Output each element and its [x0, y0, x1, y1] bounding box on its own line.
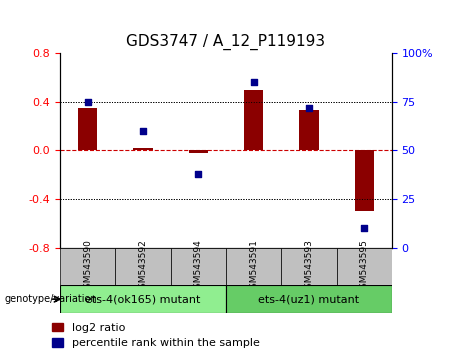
Bar [189, 150, 208, 153]
Bar [133, 148, 153, 150]
Text: GSM543594: GSM543594 [194, 239, 203, 294]
FancyBboxPatch shape [115, 248, 171, 285]
Text: GSM543593: GSM543593 [304, 239, 313, 294]
Bar [78, 108, 97, 150]
Point [139, 128, 147, 134]
Text: ets-4(ok165) mutant: ets-4(ok165) mutant [85, 294, 201, 304]
FancyBboxPatch shape [337, 248, 392, 285]
Title: GDS3747 / A_12_P119193: GDS3747 / A_12_P119193 [126, 34, 325, 50]
Legend: log2 ratio, percentile rank within the sample: log2 ratio, percentile rank within the s… [52, 322, 260, 348]
Text: ets-4(uz1) mutant: ets-4(uz1) mutant [258, 294, 360, 304]
Text: GSM543595: GSM543595 [360, 239, 369, 294]
FancyBboxPatch shape [226, 248, 281, 285]
FancyBboxPatch shape [60, 285, 226, 313]
Text: GSM543592: GSM543592 [138, 239, 148, 294]
Point [195, 171, 202, 177]
Text: genotype/variation: genotype/variation [5, 294, 97, 304]
Bar [244, 90, 263, 150]
Point [250, 79, 257, 85]
FancyBboxPatch shape [281, 248, 337, 285]
FancyBboxPatch shape [60, 248, 115, 285]
Point [305, 105, 313, 110]
FancyBboxPatch shape [171, 248, 226, 285]
Text: GSM543591: GSM543591 [249, 239, 258, 294]
Text: GSM543590: GSM543590 [83, 239, 92, 294]
Point [361, 225, 368, 231]
Point [84, 99, 91, 105]
FancyBboxPatch shape [226, 285, 392, 313]
Bar [299, 110, 319, 150]
Bar [355, 150, 374, 211]
